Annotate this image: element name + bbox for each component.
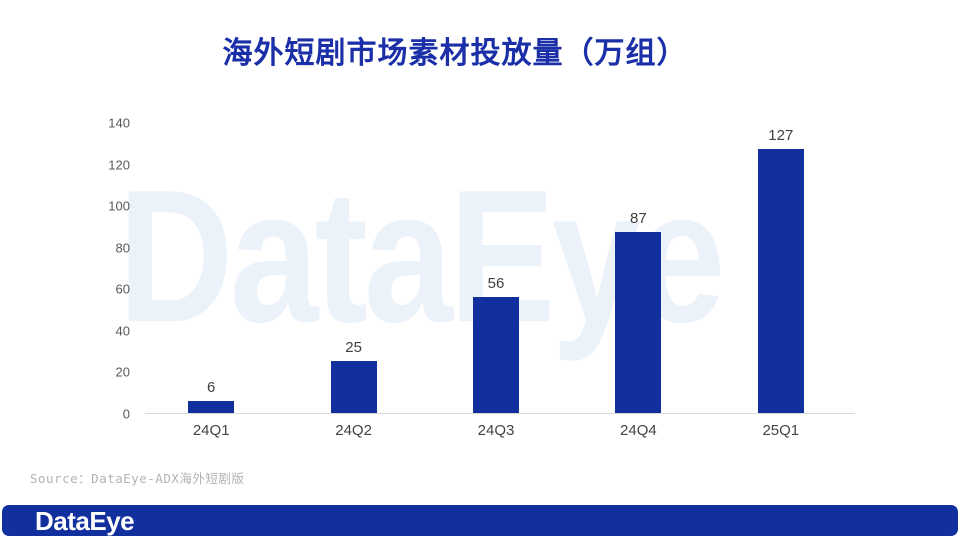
y-tick-label: 60 bbox=[115, 281, 130, 297]
bar-24Q2: 25 bbox=[330, 339, 377, 413]
x-tick-label: 24Q1 bbox=[192, 422, 230, 439]
bar-24Q1: 6 bbox=[188, 379, 235, 413]
bar-value-label: 6 bbox=[207, 378, 216, 396]
source-note: Source：DataEye-ADX海外短剧版 bbox=[30, 471, 245, 486]
x-axis: 24Q1 24Q2 24Q3 24Q4 25Q1 bbox=[140, 422, 852, 446]
y-axis: 0 20 40 60 80 100 120 140 bbox=[0, 116, 130, 422]
bar-value-label: 56 bbox=[487, 274, 505, 292]
bar-25Q1: 127 bbox=[757, 127, 804, 413]
x-tick-label: 24Q2 bbox=[335, 422, 372, 439]
y-tick-label: 140 bbox=[108, 115, 130, 131]
bar-value-label: 127 bbox=[768, 127, 794, 145]
x-axis-line bbox=[145, 413, 855, 414]
y-tick-label: 100 bbox=[108, 198, 130, 214]
bar-value-label: 87 bbox=[630, 210, 647, 228]
y-tick-label: 0 bbox=[122, 406, 130, 422]
plot-area: 6 25 56 87 127 bbox=[140, 123, 855, 414]
y-tick-label: 80 bbox=[115, 240, 130, 256]
y-tick-label: 20 bbox=[115, 364, 130, 380]
footer-bar: DataEye bbox=[2, 505, 958, 536]
bar-24Q4: 87 bbox=[615, 210, 662, 413]
x-tick-label: 25Q1 bbox=[762, 422, 800, 439]
bar-24Q3: 56 bbox=[473, 275, 519, 413]
dataeye-logo: DataEye bbox=[35, 505, 135, 536]
x-tick-label: 24Q3 bbox=[477, 422, 515, 439]
y-tick-label: 40 bbox=[115, 323, 130, 339]
bar-value-label: 25 bbox=[345, 339, 362, 357]
x-tick-label: 24Q4 bbox=[620, 422, 657, 439]
y-tick-label: 120 bbox=[108, 157, 130, 173]
chart-title: 海外短剧市场素材投放量（万组） bbox=[222, 37, 688, 70]
